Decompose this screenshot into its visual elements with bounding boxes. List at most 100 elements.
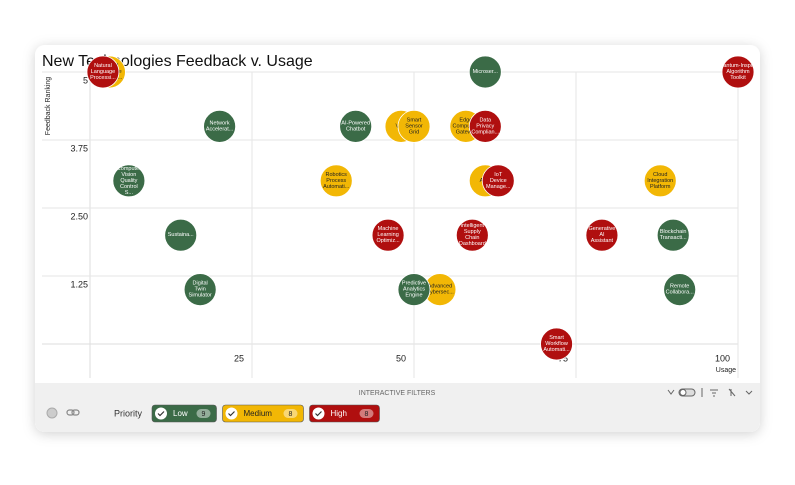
bubble[interactable]: Generative AI Assistant (585, 218, 619, 252)
bubble-label: Generative AI Assistant (588, 227, 615, 245)
bubble[interactable]: Blockchain Transacti... (656, 218, 690, 252)
bubble-marker (339, 110, 373, 143)
bubble[interactable]: Predictive Analytics Engine (397, 273, 431, 307)
bubble[interactable]: Network Accelerat... (203, 110, 237, 143)
bubble-marker (319, 164, 353, 198)
toggle-knob (679, 389, 687, 396)
clear-icon[interactable] (728, 388, 736, 397)
bubble-label: Cloud Integration Platform (647, 172, 673, 190)
bubble-marker (397, 110, 431, 143)
check-mark (157, 411, 165, 417)
bubble-label: Predictive Analytics Engine (402, 281, 426, 299)
bubble-marker (397, 273, 431, 307)
bubble-label: Digital Twin Simulator (189, 281, 212, 299)
bubble[interactable]: Data Privacy Complian... (468, 110, 502, 143)
toolbar (667, 388, 753, 397)
chip-count: 8 (365, 411, 369, 418)
chip-check (225, 407, 238, 420)
bubble[interactable]: Robotics Process Automati... (319, 164, 353, 198)
status-icon[interactable] (46, 407, 58, 419)
bubble[interactable]: IoT Device Manage... (481, 164, 515, 198)
chip-count-bg (359, 409, 374, 418)
check-mark (228, 411, 235, 417)
bubble-marker (721, 55, 755, 89)
chip-body (309, 404, 380, 423)
bubble-marker (164, 218, 198, 252)
bubble-marker (663, 273, 697, 307)
bubble-marker (455, 218, 489, 252)
bubble-marker (585, 218, 619, 252)
bubble[interactable]: Computer Vision Quality Control S... (112, 164, 146, 198)
bubble[interactable]: AI-Powered Chatbot (339, 110, 373, 143)
chip-label: Low (173, 409, 188, 418)
chip-count: 9 (202, 411, 206, 418)
bubble[interactable]: Intelligent Supply Chain Dashboard (455, 218, 489, 252)
filter-chip[interactable]: Low 9 (151, 404, 217, 423)
link-icon[interactable] (66, 409, 80, 416)
bubble-label: Sustaina... (168, 233, 194, 239)
bubble[interactable]: Smart Sensor Grid (397, 110, 431, 143)
bubble-label: Intelligent Supply Chain Dashboard (459, 224, 486, 248)
bubble-label: Smart Workflow Automati... (543, 335, 570, 353)
bubble-label: Computer Vision Quality Control S... (117, 166, 141, 196)
x-tick-label: 100 (715, 353, 730, 363)
bubble-marker (112, 164, 146, 198)
bubble[interactable]: Microser... (468, 55, 502, 89)
filter-label: Priority (114, 408, 143, 418)
filter-chip[interactable]: High 8 (309, 404, 380, 423)
bubble-marker (540, 327, 573, 361)
chip-label: Medium (244, 409, 273, 418)
bubble-label: Edge Computing Gatew... (453, 118, 480, 136)
x-tick-label: 50 (396, 353, 406, 363)
bubble[interactable]: Cloud Integration Platform (643, 164, 677, 198)
chip-count-bg (196, 409, 211, 418)
bubble[interactable]: Remote Collabora... (663, 273, 697, 307)
bubble-marker (643, 164, 677, 198)
bubble-marker (183, 273, 217, 307)
chip-label: High (331, 409, 347, 418)
expand-icon[interactable] (745, 390, 753, 395)
bubble-marker (481, 164, 515, 198)
bubble-marker (468, 55, 502, 89)
bubble-marker (656, 218, 690, 252)
bubble-label: Robotics Process Automati... (323, 172, 350, 190)
y-tick-label: 2.50 (70, 211, 88, 221)
bubble[interactable]: Machine Learning Optimiz... (371, 218, 405, 252)
bubble-label: IoT Device Manage... (486, 172, 511, 190)
bubble-marker (203, 110, 237, 143)
bubble-label: Network Accelerat... (206, 121, 234, 133)
bubble-marker (371, 218, 405, 252)
filters-title: INTERACTIVE FILTERS (359, 390, 436, 397)
chip-count: 8 (289, 411, 293, 418)
bubble[interactable]: Advanced Cybersec... (423, 273, 457, 307)
chip-body (151, 404, 217, 423)
check-mark (315, 411, 322, 417)
bubble-marker (468, 110, 502, 143)
filter-chip[interactable]: Medium 8 (222, 404, 304, 423)
bubble[interactable]: Digital Twin Simulator (183, 273, 217, 307)
chart-title: New Technologies Feedback v. Usage (42, 53, 313, 70)
y-tick-label: 3.75 (70, 143, 88, 153)
bubble[interactable]: Sustaina... (164, 218, 198, 252)
bubble-label: Microser... (473, 69, 499, 75)
y-tick-label: 5 (83, 75, 88, 85)
x-tick-label: 25 (234, 353, 244, 363)
sort-icon[interactable] (710, 389, 718, 397)
bubble-marker (86, 55, 120, 89)
bubble-label: Advanced Cybersec... (426, 284, 454, 296)
bubble-label: Smart Sensor Grid (405, 118, 423, 136)
bubble-label: Data Privacy Complian... (471, 118, 499, 136)
y-axis-label: Feedback Ranking (45, 77, 52, 135)
bubble-label: Blockchain Transacti... (660, 230, 687, 242)
filter-icon[interactable] (667, 389, 675, 395)
bubble[interactable]: Quantum-Inspired Algorithm Toolkit (716, 55, 760, 89)
bubble-label: Remote Collabora... (666, 284, 695, 296)
x-axis-label: Usage (716, 367, 736, 374)
bubble-label: AI-Powered Chatbot (341, 121, 370, 133)
bubble[interactable]: Smart Workflow Automati... (540, 327, 573, 361)
bubble-label: Machine Learning Optimiz... (376, 227, 400, 245)
